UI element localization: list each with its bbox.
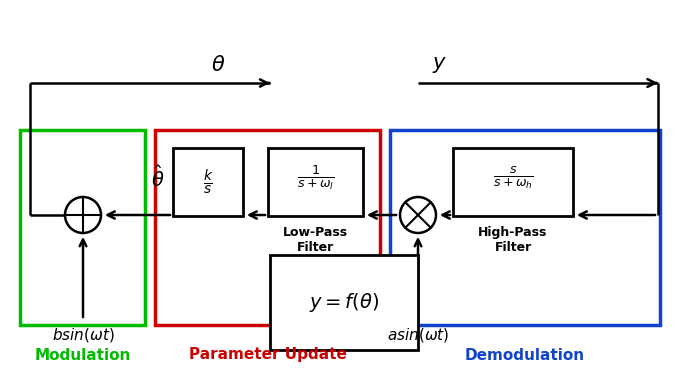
Text: $\frac{k}{s}$: $\frac{k}{s}$	[203, 167, 213, 197]
Bar	[453, 148, 573, 216]
Text: Low-Pass
Filter: Low-Pass Filter	[283, 226, 347, 254]
Bar	[155, 130, 380, 325]
Text: Demodulation: Demodulation	[465, 348, 585, 363]
Text: $asin(\omega t)$: $asin(\omega t)$	[387, 326, 449, 344]
Text: Modulation: Modulation	[35, 348, 131, 363]
Text: Parameter Update: Parameter Update	[189, 348, 347, 363]
Text: $\hat{\theta}$: $\hat{\theta}$	[151, 165, 165, 191]
Text: $y$: $y$	[433, 55, 448, 75]
Bar	[20, 130, 145, 325]
Text: High-Pass
Filter: High-Pass Filter	[478, 226, 548, 254]
Text: $\frac{s}{s+\omega_h}$: $\frac{s}{s+\omega_h}$	[493, 165, 533, 191]
Bar	[270, 255, 418, 350]
Bar	[173, 148, 243, 216]
Bar	[390, 130, 660, 325]
Text: $\theta$: $\theta$	[211, 55, 225, 75]
Text: $bsin(\omega t)$: $bsin(\omega t)$	[52, 326, 114, 344]
Text: $y = f(\theta)$: $y = f(\theta)$	[309, 291, 379, 314]
Bar	[268, 148, 363, 216]
Text: $\frac{1}{s+\omega_l}$: $\frac{1}{s+\omega_l}$	[297, 164, 334, 192]
